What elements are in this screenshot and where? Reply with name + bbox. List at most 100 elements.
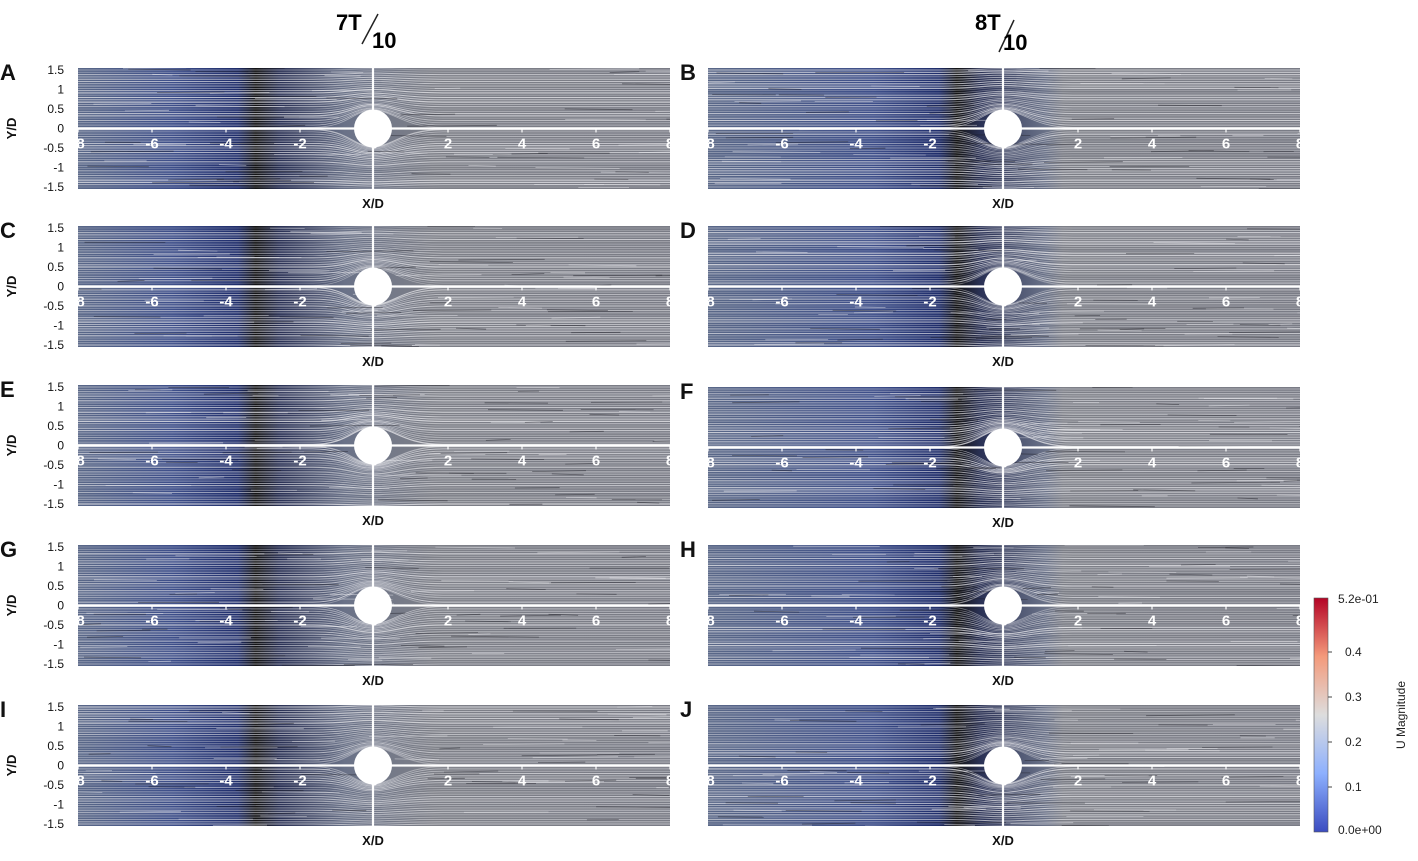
panel-b: -8 -6 -4 -2 0 2 4 6 8 X/D B [680,60,1304,211]
streak [1269,427,1300,429]
streak [741,782,774,785]
streak [471,458,545,460]
streak [233,181,315,184]
x-tick-label: -8 [701,613,714,630]
streak [465,620,511,623]
streak [941,586,978,588]
x-tick-label: 4 [518,613,527,630]
panel-f: -8 -6 -4 -2 0 2 4 6 8 X/D F [680,379,1304,530]
streak [1032,322,1083,325]
streak [1069,505,1155,508]
x-tick-label: 8 [666,773,674,790]
streak [1174,267,1237,269]
streak [853,311,894,314]
x-tick-label: 0 [1000,455,1008,472]
streak [1010,822,1074,825]
streak [1133,489,1196,492]
streak [1166,577,1248,579]
panel-letter: C [0,218,16,243]
streak [410,590,475,592]
x-tick-label: -8 [71,613,84,630]
streak [321,419,371,421]
streak [508,581,552,584]
panel-c: -8 -6 -4 -2 0 2 4 6 8 X/D C 1.5 1 0.5 0 -0.5 -1 -1.5 Y/D [0,218,674,369]
streak [1234,421,1300,423]
streak [78,623,102,626]
x-tick-label: -6 [145,136,158,153]
streak [395,274,482,276]
streak [347,659,383,661]
streak [78,791,103,793]
streak [930,336,1007,338]
x-axis-label: X/D [362,513,384,528]
streak [1167,414,1237,416]
x-tick-label: 0 [1000,613,1008,630]
streak [1097,573,1122,576]
streak [437,296,514,299]
streak [733,809,782,812]
streak [596,806,670,808]
x-tick-label: 6 [1222,136,1230,153]
column-title-7t: 7T 10 [336,10,396,53]
streak [471,781,526,783]
streak [87,165,149,168]
streak [563,276,610,279]
x-tick-label: 4 [518,136,527,153]
streak [836,294,918,296]
streak [331,71,364,73]
streak [90,150,174,153]
panel-letter: G [0,537,17,562]
x-tick-label: 2 [444,453,452,470]
streak [341,310,378,312]
streak [747,143,799,146]
streak [97,458,137,460]
x-axis-label: X/D [992,673,1014,688]
streak [1111,73,1182,75]
x-tick-label: 8 [666,294,674,311]
colorbar-gradient [1313,597,1329,833]
streak [222,451,292,454]
streak [1124,650,1148,653]
streak [269,124,306,127]
streak [209,142,275,144]
streak [261,791,340,794]
y-tick-label: -1.5 [43,817,64,831]
streak [445,156,490,158]
x-tick-label: 2 [1074,773,1082,790]
cylinder [354,586,392,625]
streak [374,385,450,387]
x-tick-label: 8 [666,136,674,153]
streak [721,160,782,163]
streak [268,812,296,815]
streak [429,453,486,455]
x-axis-label: X/D [992,354,1014,369]
streak [986,327,1050,329]
x-tick-label: 2 [444,136,452,153]
streak [279,316,334,319]
x-tick-label: -4 [849,773,863,790]
streak [865,825,909,826]
streak [559,718,619,721]
streak [168,178,224,181]
streak [455,327,487,330]
streak [133,143,187,146]
streak [515,781,605,784]
streak [440,452,508,454]
streak [712,499,760,501]
streak [1225,547,1250,549]
x-tick-label: 4 [1148,136,1157,153]
streak [753,610,800,613]
streak [755,251,808,253]
streak [1098,596,1160,598]
streak [555,493,595,496]
x-tick-label: -6 [145,773,158,790]
streak [1121,77,1171,80]
streak [329,487,390,489]
streak [1022,587,1051,589]
streak [83,773,156,775]
streak [879,226,958,227]
streak [565,340,647,342]
streak [977,793,1041,796]
x-axis-label: X/D [992,196,1014,211]
cylinder [984,428,1022,467]
